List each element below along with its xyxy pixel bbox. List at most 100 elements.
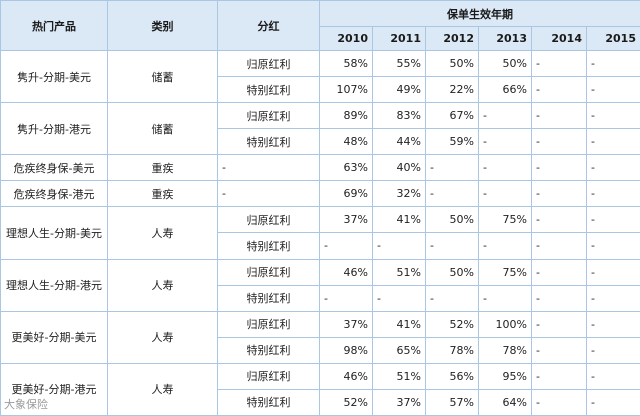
header-year: 2011: [372, 26, 426, 51]
value-cell: 59%: [425, 128, 479, 156]
dividend-type-cell: 归原红利: [217, 310, 320, 338]
product-cell: 危疾终身保-港元: [0, 180, 108, 208]
header-year: 2015: [586, 26, 640, 51]
value-cell: 32%: [372, 180, 426, 208]
value-cell: -: [478, 232, 532, 260]
value-cell: 50%: [425, 206, 479, 234]
value-cell: 51%: [372, 258, 426, 286]
value-cell: 83%: [372, 102, 426, 130]
value-cell: -: [531, 258, 587, 286]
dividend-type-cell: 归原红利: [217, 49, 320, 78]
dividend-type-cell: 归原红利: [217, 102, 320, 130]
header-year: 2012: [425, 26, 479, 51]
table-row: 隽升-分期-美元 储蓄 归原红利 58% 55% 50% 50% - -: [0, 49, 640, 104]
dividend-type-cell: 归原红利: [217, 206, 320, 234]
header-year: 2014: [531, 26, 587, 51]
category-cell: 人寿: [107, 206, 218, 260]
value-cell: -: [586, 336, 640, 364]
value-cell: -: [425, 180, 479, 208]
value-cell: -: [586, 284, 640, 312]
value-cell: -: [531, 284, 587, 312]
value-cell: 55%: [372, 49, 426, 78]
value-cell: 56%: [425, 362, 479, 390]
header-row-2: 2010 2011 2012 2013 2014 2015: [1, 26, 640, 51]
value-cell: -: [531, 128, 587, 156]
value-cell: 69%: [319, 180, 373, 208]
category-cell: 储蓄: [107, 49, 218, 104]
value-cell: -: [425, 232, 479, 260]
dividend-type-cell: -: [217, 154, 320, 182]
value-cell: 67%: [425, 102, 479, 130]
value-cell: -: [531, 76, 587, 104]
value-cell: -: [531, 102, 587, 130]
value-cell: 66%: [478, 76, 532, 104]
value-cell: 95%: [478, 362, 532, 390]
value-cell: 37%: [372, 388, 426, 416]
value-cell: 63%: [319, 154, 373, 182]
value-cell: -: [586, 310, 640, 338]
table-row: 特别红利 107% 49% 22% 66% - -: [1, 76, 640, 104]
value-cell: -: [478, 154, 532, 182]
value-cell: 51%: [372, 362, 426, 390]
value-cell: 37%: [319, 310, 373, 338]
value-cell: -: [586, 49, 640, 78]
value-cell: 58%: [319, 49, 373, 78]
value-cell: 98%: [319, 336, 373, 364]
category-cell: 人寿: [107, 258, 218, 312]
table-row: 危疾终身保-美元 重疾 -63% 40% - - - -: [0, 154, 640, 182]
value-cell: -: [531, 310, 587, 338]
product-cell: 理想人生-分期-美元: [0, 206, 108, 260]
value-cell: 50%: [425, 49, 479, 78]
value-cell: 46%: [319, 362, 373, 390]
value-cell: -: [586, 206, 640, 234]
value-cell: -: [372, 232, 426, 260]
value-cell: 64%: [478, 388, 532, 416]
value-cell: 37%: [319, 206, 373, 234]
header-dividend: 分红: [217, 0, 320, 51]
dividend-type-cell: 特别红利: [217, 232, 320, 260]
value-cell: -: [586, 362, 640, 390]
value-cell: 78%: [425, 336, 479, 364]
value-cell: 22%: [425, 76, 479, 104]
dividend-type-cell: 归原红利: [217, 362, 320, 390]
table-row: 危疾终身保-港元 重疾 -69% 32% - - - -: [0, 180, 640, 208]
value-cell: 41%: [372, 206, 426, 234]
product-cell: 更美好-分期-美元: [0, 310, 108, 364]
value-cell: 44%: [372, 128, 426, 156]
value-cell: -: [425, 284, 479, 312]
value-cell: 52%: [425, 310, 479, 338]
value-cell: -: [531, 154, 587, 182]
header-category: 类别: [107, 0, 218, 51]
value-cell: -: [531, 362, 587, 390]
value-cell: 107%: [319, 76, 373, 104]
dividend-type-cell: 特别红利: [217, 128, 320, 156]
value-cell: -: [586, 128, 640, 156]
value-cell: -: [425, 154, 479, 182]
table-row: 特别红利 98% 65% 78% 78% - -: [1, 336, 640, 364]
value-cell: -: [478, 102, 532, 130]
product-cell: 危疾终身保-美元: [0, 154, 108, 182]
category-cell: 人寿: [107, 362, 218, 416]
value-cell: -: [372, 284, 426, 312]
dividend-type-cell: 特别红利: [217, 76, 320, 104]
value-cell: 57%: [425, 388, 479, 416]
table-row: 更美好-分期-美元 人寿 归原红利 37% 41% 52% 100% - -: [0, 310, 640, 364]
value-cell: 65%: [372, 336, 426, 364]
value-cell: -: [531, 336, 587, 364]
value-cell: -: [319, 284, 373, 312]
header-year: 2010: [319, 26, 373, 51]
header-row-1: 热门产品 类别 分红 保单生效年期: [0, 0, 640, 51]
value-cell: -: [478, 128, 532, 156]
dividend-type-cell: 特别红利: [217, 388, 320, 416]
value-cell: 49%: [372, 76, 426, 104]
header-year: 2013: [478, 26, 532, 51]
value-cell: -: [586, 232, 640, 260]
category-cell: 重疾: [107, 154, 218, 182]
dividend-type-cell: 特别红利: [217, 336, 320, 364]
header-product: 热门产品: [0, 0, 108, 51]
value-cell: 75%: [478, 258, 532, 286]
value-cell: -: [531, 206, 587, 234]
value-cell: -: [531, 388, 587, 416]
